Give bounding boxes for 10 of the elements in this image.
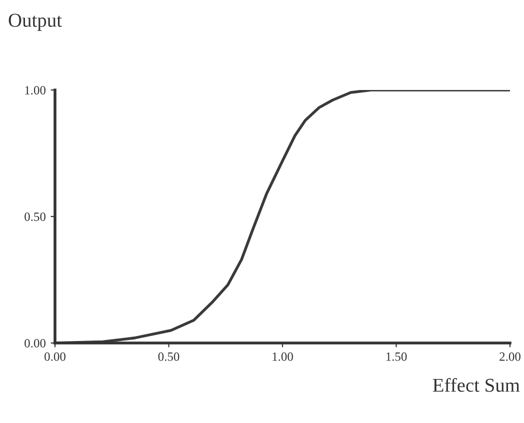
x-tick-label: 0.00 (44, 352, 66, 361)
x-tick-label: 1.50 (386, 352, 407, 361)
x-tick-label: 0.50 (158, 352, 180, 361)
y-tick-label: 0.50 (24, 212, 46, 222)
y-tick-label: 0.00 (24, 339, 46, 348)
y-axis-title: Output (8, 14, 62, 31)
x-axis-title: Effect Sum (432, 378, 520, 392)
x-tick-label: 1.00 (272, 352, 293, 361)
x-tick-label: 2.00 (500, 352, 520, 361)
y-tick-label: 1.00 (25, 86, 46, 95)
